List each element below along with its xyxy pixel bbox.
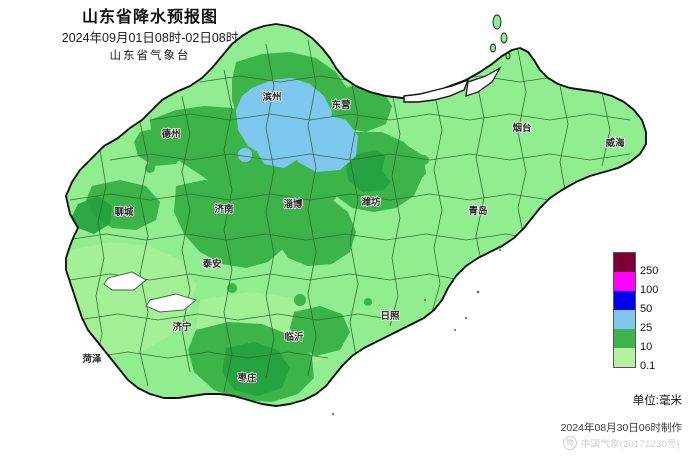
city-label-jinan: 济南 bbox=[214, 203, 234, 215]
legend-unit-label: 单位:毫米 bbox=[632, 395, 682, 407]
legend-swatch-50-100 bbox=[614, 291, 635, 310]
city-label-weihai: 威海 bbox=[605, 137, 625, 149]
page-title: 山东省降水预报图 bbox=[81, 9, 218, 26]
city-label-linyi: 临沂 bbox=[284, 331, 304, 343]
precip-band-25-to-50-core bbox=[256, 130, 300, 168]
legend-swatch-250-plus bbox=[614, 253, 635, 272]
legend-tick-10: 10 bbox=[640, 341, 653, 353]
city-label-binzhou: 滨州 bbox=[262, 91, 281, 103]
title-block: 山东省降水预报图 2024年09月01日08时-02日08时 山东省气象台 bbox=[0, 8, 300, 65]
legend-swatch-100-250 bbox=[614, 272, 635, 291]
legend-tick-25: 25 bbox=[640, 322, 653, 334]
city-label-heze: 菏泽 bbox=[82, 353, 102, 365]
legend-tick-labels: 250 100 50 25 10 0.1 bbox=[640, 252, 678, 387]
watermark-text: 中国气象(20171230号) bbox=[580, 439, 680, 450]
precip-band-10-to-25-zibo bbox=[274, 194, 356, 266]
city-label-zaozhuang: 枣庄 bbox=[236, 372, 257, 384]
legend-tick-50: 50 bbox=[640, 303, 653, 315]
precip-speckle-east bbox=[364, 298, 372, 306]
city-label-taian: 泰安 bbox=[201, 258, 222, 270]
bohai-bay-notch bbox=[403, 78, 470, 103]
legend-swatch-0.1-10 bbox=[614, 348, 635, 367]
legend-tick-0.1: 0.1 bbox=[640, 360, 656, 372]
city-label-rizhao: 日照 bbox=[380, 311, 400, 322]
county-border-layer bbox=[66, 39, 631, 393]
precip-band-10-to-25-zaozhuang-core bbox=[222, 342, 290, 396]
sea-dots bbox=[331, 248, 502, 416]
precip-band-10-to-25-linyi-south bbox=[290, 306, 350, 356]
weibo-logo-icon: 微 bbox=[562, 436, 577, 450]
city-label-yantai: 烟台 bbox=[512, 122, 532, 134]
forecast-period-subtitle: 2024年09月01日08时-02日08时 bbox=[61, 31, 239, 45]
precip-speckle-rizhao bbox=[294, 294, 306, 306]
precip-speckle-taian bbox=[227, 283, 237, 293]
legend-tick-100: 100 bbox=[640, 284, 659, 296]
precip-band-10-to-25-east bbox=[382, 146, 426, 186]
precip-speckle-peninsula-west bbox=[419, 155, 429, 165]
precip-band-10-to-25-jinan bbox=[174, 180, 288, 268]
precip-speckle-dezhou bbox=[145, 163, 155, 173]
province-outline bbox=[65, 23, 647, 407]
issuing-agency-label: 山东省气象台 bbox=[109, 50, 191, 62]
precip-band-10-to-25-dongying bbox=[332, 84, 392, 132]
precip-band-10-to-25-dongying-core bbox=[346, 150, 396, 192]
legend-color-bar bbox=[613, 252, 636, 368]
precip-speckle-25-50-west bbox=[238, 148, 252, 162]
city-label-dongying: 东营 bbox=[331, 99, 351, 111]
city-label-jining: 济宁 bbox=[172, 321, 192, 333]
city-label-weifang: 潍坊 bbox=[361, 196, 381, 208]
dongping-lake bbox=[103, 271, 147, 291]
city-label-liaocheng: 聊城 bbox=[114, 206, 134, 218]
legend-swatch-25-50 bbox=[614, 310, 635, 329]
nanyang-lake bbox=[145, 293, 197, 313]
city-label-layer: 德州 滨州 东营 烟台 威海 聊城 济南 淄博 潍坊 青岛 泰安 济宁 临沂 日… bbox=[82, 90, 626, 385]
watermark: 微 中国气象(20171230号) bbox=[562, 436, 680, 450]
legend-tick-250: 250 bbox=[640, 265, 659, 277]
offshore-islands bbox=[490, 14, 511, 60]
city-label-dezhou: 德州 bbox=[161, 128, 180, 140]
creation-timestamp: 2024年08月30日06时制作 bbox=[560, 422, 682, 434]
laizhou-bay-notch bbox=[465, 66, 502, 97]
precip-band-25-to-50-east bbox=[290, 114, 358, 172]
precip-pale-pocket-southwest bbox=[66, 242, 196, 358]
city-label-zibo: 淄博 bbox=[283, 198, 303, 210]
legend-swatch-10-25 bbox=[614, 329, 635, 348]
precipitation-legend: 250 100 50 25 10 0.1 bbox=[613, 252, 678, 387]
city-label-qingdao: 青岛 bbox=[468, 205, 487, 217]
